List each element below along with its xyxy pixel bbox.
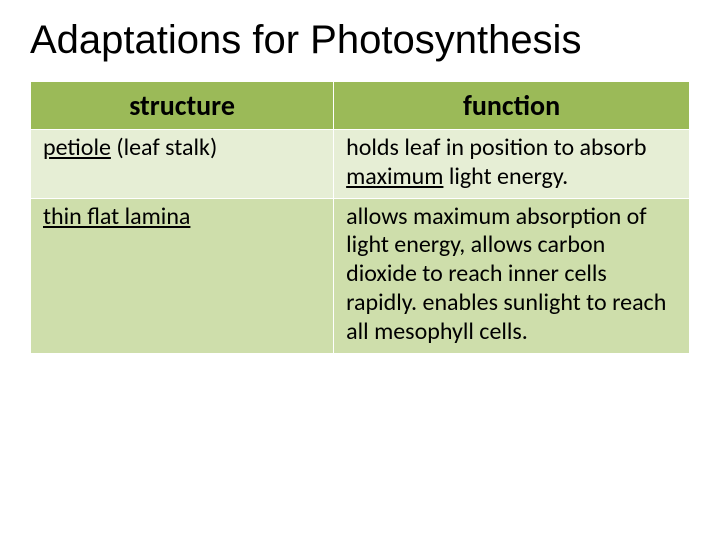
table-row: thin flat laminaallows maximum absorptio… (31, 198, 690, 353)
table-body: petiole (leaf stalk)holds leaf in positi… (31, 130, 690, 354)
function-cell: holds leaf in position to absorb maximum… (334, 130, 690, 199)
col-header-function: function (334, 82, 690, 130)
function-cell: allows maximum absorption of light energ… (334, 198, 690, 353)
structure-cell: thin flat lamina (31, 198, 334, 353)
table-row: petiole (leaf stalk)holds leaf in positi… (31, 130, 690, 199)
table-header-row: structure function (31, 82, 690, 130)
col-header-structure: structure (31, 82, 334, 130)
adaptations-table: structure function petiole (leaf stalk)h… (30, 81, 690, 354)
slide-title: Adaptations for Photosynthesis (30, 18, 690, 63)
structure-cell: petiole (leaf stalk) (31, 130, 334, 199)
slide: Adaptations for Photosynthesis structure… (0, 0, 720, 540)
